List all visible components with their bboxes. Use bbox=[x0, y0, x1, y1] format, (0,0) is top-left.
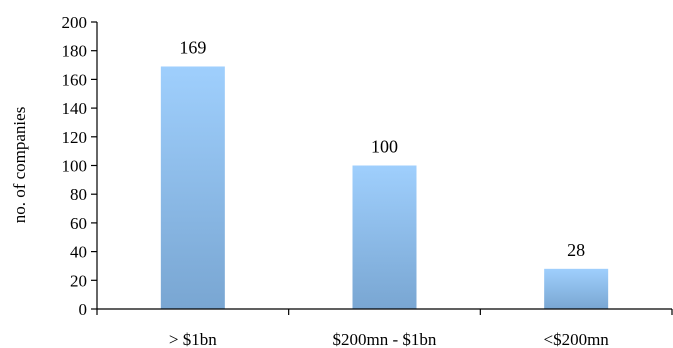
bars-layer bbox=[160, 66, 609, 309]
bar bbox=[544, 268, 609, 309]
y-tick-label: 80 bbox=[70, 185, 87, 204]
labels-layer: 169 > $1bn 100 $200mn - $1bn 28 <$200mn bbox=[169, 37, 609, 348]
y-tick-label: 0 bbox=[79, 300, 88, 319]
y-axis-title: no. of companies bbox=[10, 107, 29, 224]
x-category-label: <$200mn bbox=[544, 330, 610, 348]
y-tick-label: 160 bbox=[62, 70, 88, 89]
bar bbox=[352, 165, 417, 309]
y-tick-label: 100 bbox=[62, 157, 88, 176]
y-tick-label: 20 bbox=[70, 271, 87, 290]
bar-value-label: 28 bbox=[567, 240, 585, 260]
x-category-label: $200mn - $1bn bbox=[333, 330, 437, 348]
bar-value-label: 100 bbox=[371, 137, 398, 157]
y-tick-label: 60 bbox=[70, 214, 87, 233]
y-tick-label: 200 bbox=[62, 13, 88, 32]
y-tick-label: 140 bbox=[62, 99, 88, 118]
x-category-label: > $1bn bbox=[169, 330, 217, 348]
y-tick-label: 40 bbox=[70, 243, 87, 262]
axes-layer: 0 20 40 60 80 100 120 140 160 180 200 bbox=[62, 13, 673, 319]
bar-value-label: 169 bbox=[179, 37, 206, 57]
y-tick-label: 180 bbox=[62, 42, 88, 61]
y-tick-label: 120 bbox=[62, 128, 88, 147]
bar bbox=[160, 66, 225, 309]
